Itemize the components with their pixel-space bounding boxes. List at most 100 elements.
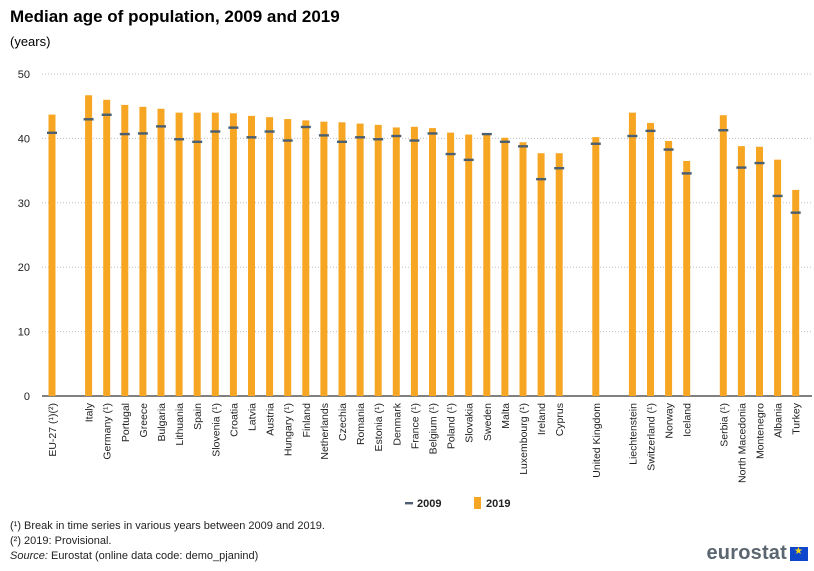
marker-2009 [192,140,203,144]
marker-2009 [156,125,166,128]
x-category-label: Albania [773,403,785,438]
x-category-label: Luxembourg (¹) [518,403,530,475]
source-line: Source: Eurostat (online data code: demo… [10,549,325,564]
bar-2019 [229,113,237,396]
bar-2019 [320,121,328,396]
x-category-label: Czechia [337,403,349,441]
bar-2019 [628,112,636,396]
marker-2009 [300,125,311,129]
marker-2009 [47,131,57,135]
bar-2019 [647,122,654,396]
bar-2019 [121,104,129,397]
marker-2009 [427,132,438,135]
x-category-label: Turkey [791,402,803,434]
bar-2019 [392,127,400,397]
bar-2019 [483,133,491,396]
eu-flag-icon [790,546,808,561]
chart-subtitle: (years) [10,34,51,49]
y-tick-label: 10 [18,327,30,339]
x-category-label: Estonia (¹) [373,403,385,451]
marker-2009 [83,118,94,121]
bar-2019 [103,99,111,396]
x-category-label: Greece [138,403,150,438]
x-category-label: Montenegro [755,403,767,459]
marker-2009 [790,211,801,214]
marker-2009 [736,166,747,169]
bar-2019 [792,189,800,396]
bar-2019 [429,128,436,396]
y-tick-label: 50 [18,69,30,81]
x-category-label: Romania [355,403,367,445]
x-category-label: Hungary (¹) [283,403,295,456]
marker-2009 [499,140,510,144]
y-tick-label: 0 [24,391,30,403]
x-category-label: EU-27 (¹)(²) [47,403,59,457]
bar-2019 [537,153,545,396]
footnote-provisional: (²) 2019: Provisional. [10,535,112,547]
marker-2009 [228,126,239,129]
marker-2009 [627,134,638,138]
bar-2019 [374,124,382,396]
footnote-break-in-series: (¹) Break in time series in various year… [10,520,325,532]
x-category-label: Latvia [247,403,259,431]
bar-2019 [266,117,274,396]
bar-2019 [774,159,782,396]
marker-2009 [681,172,692,175]
legend-label-2019: 2019 [486,498,510,510]
x-category-label: Austria [265,403,277,436]
x-category-label: Sweden [482,403,494,441]
source-label: Source: [10,550,48,562]
x-category-label: Portugal [120,403,132,442]
marker-2009 [246,136,257,139]
source-text: Eurostat (online data code: demo_pjanind… [47,550,259,562]
bar-2019 [139,106,147,397]
marker-2009 [174,138,185,141]
x-category-label: Poland (¹) [446,403,458,449]
legend-swatch-2009 [405,502,413,505]
x-category-label: Belgium (¹) [428,403,440,454]
x-category-label: Bulgaria [156,403,168,442]
x-category-label: Iceland [682,403,694,437]
marker-2009 [355,136,366,139]
bar-2019 [465,134,473,396]
marker-2009 [445,152,456,156]
x-category-label: Netherlands [319,403,331,460]
bar-2019 [193,112,201,396]
marker-2009 [282,139,293,142]
marker-2009 [337,140,347,144]
marker-2009 [119,132,130,136]
x-category-label: Liechtenstein [627,403,639,465]
x-category-label: North Macedonia [736,403,748,483]
bar-2019 [175,112,183,396]
eurostat-logo[interactable]: eurostat [706,542,808,565]
bar-2019 [85,95,93,396]
x-category-label: Denmark [391,402,403,445]
x-category-label: Croatia [228,403,240,437]
bar-2019 [157,108,165,396]
chart-title: Median age of population, 2009 and 2019 [10,7,340,26]
marker-2009 [645,129,656,133]
x-category-label: Finland [301,403,313,438]
bar-2019 [48,114,56,397]
y-tick-label: 40 [18,133,30,145]
marker-2009 [718,129,729,132]
marker-2009 [210,130,221,133]
bar-2019 [284,119,292,396]
marker-2009 [754,161,765,165]
bar-2019 [719,115,727,396]
marker-2009 [663,148,674,151]
bar-2019 [665,140,673,396]
marker-2009 [373,138,384,141]
bar-2019 [447,132,455,396]
marker-2009 [772,194,783,198]
x-category-label: Germany (¹) [102,403,114,460]
bar-2019 [248,115,255,397]
bar-2019 [410,126,418,397]
marker-2009 [101,113,112,116]
x-category-label: Switzerland (¹) [646,403,658,471]
marker-2009 [481,132,492,136]
median-age-bar-chart: 0 10 20 30 40 50 EU-27 (¹)(²) Italy Germany (¹) P… [18,69,812,510]
legend-swatch-2019 [474,497,481,509]
marker-2009 [318,134,329,137]
marker-2009 [391,134,402,138]
